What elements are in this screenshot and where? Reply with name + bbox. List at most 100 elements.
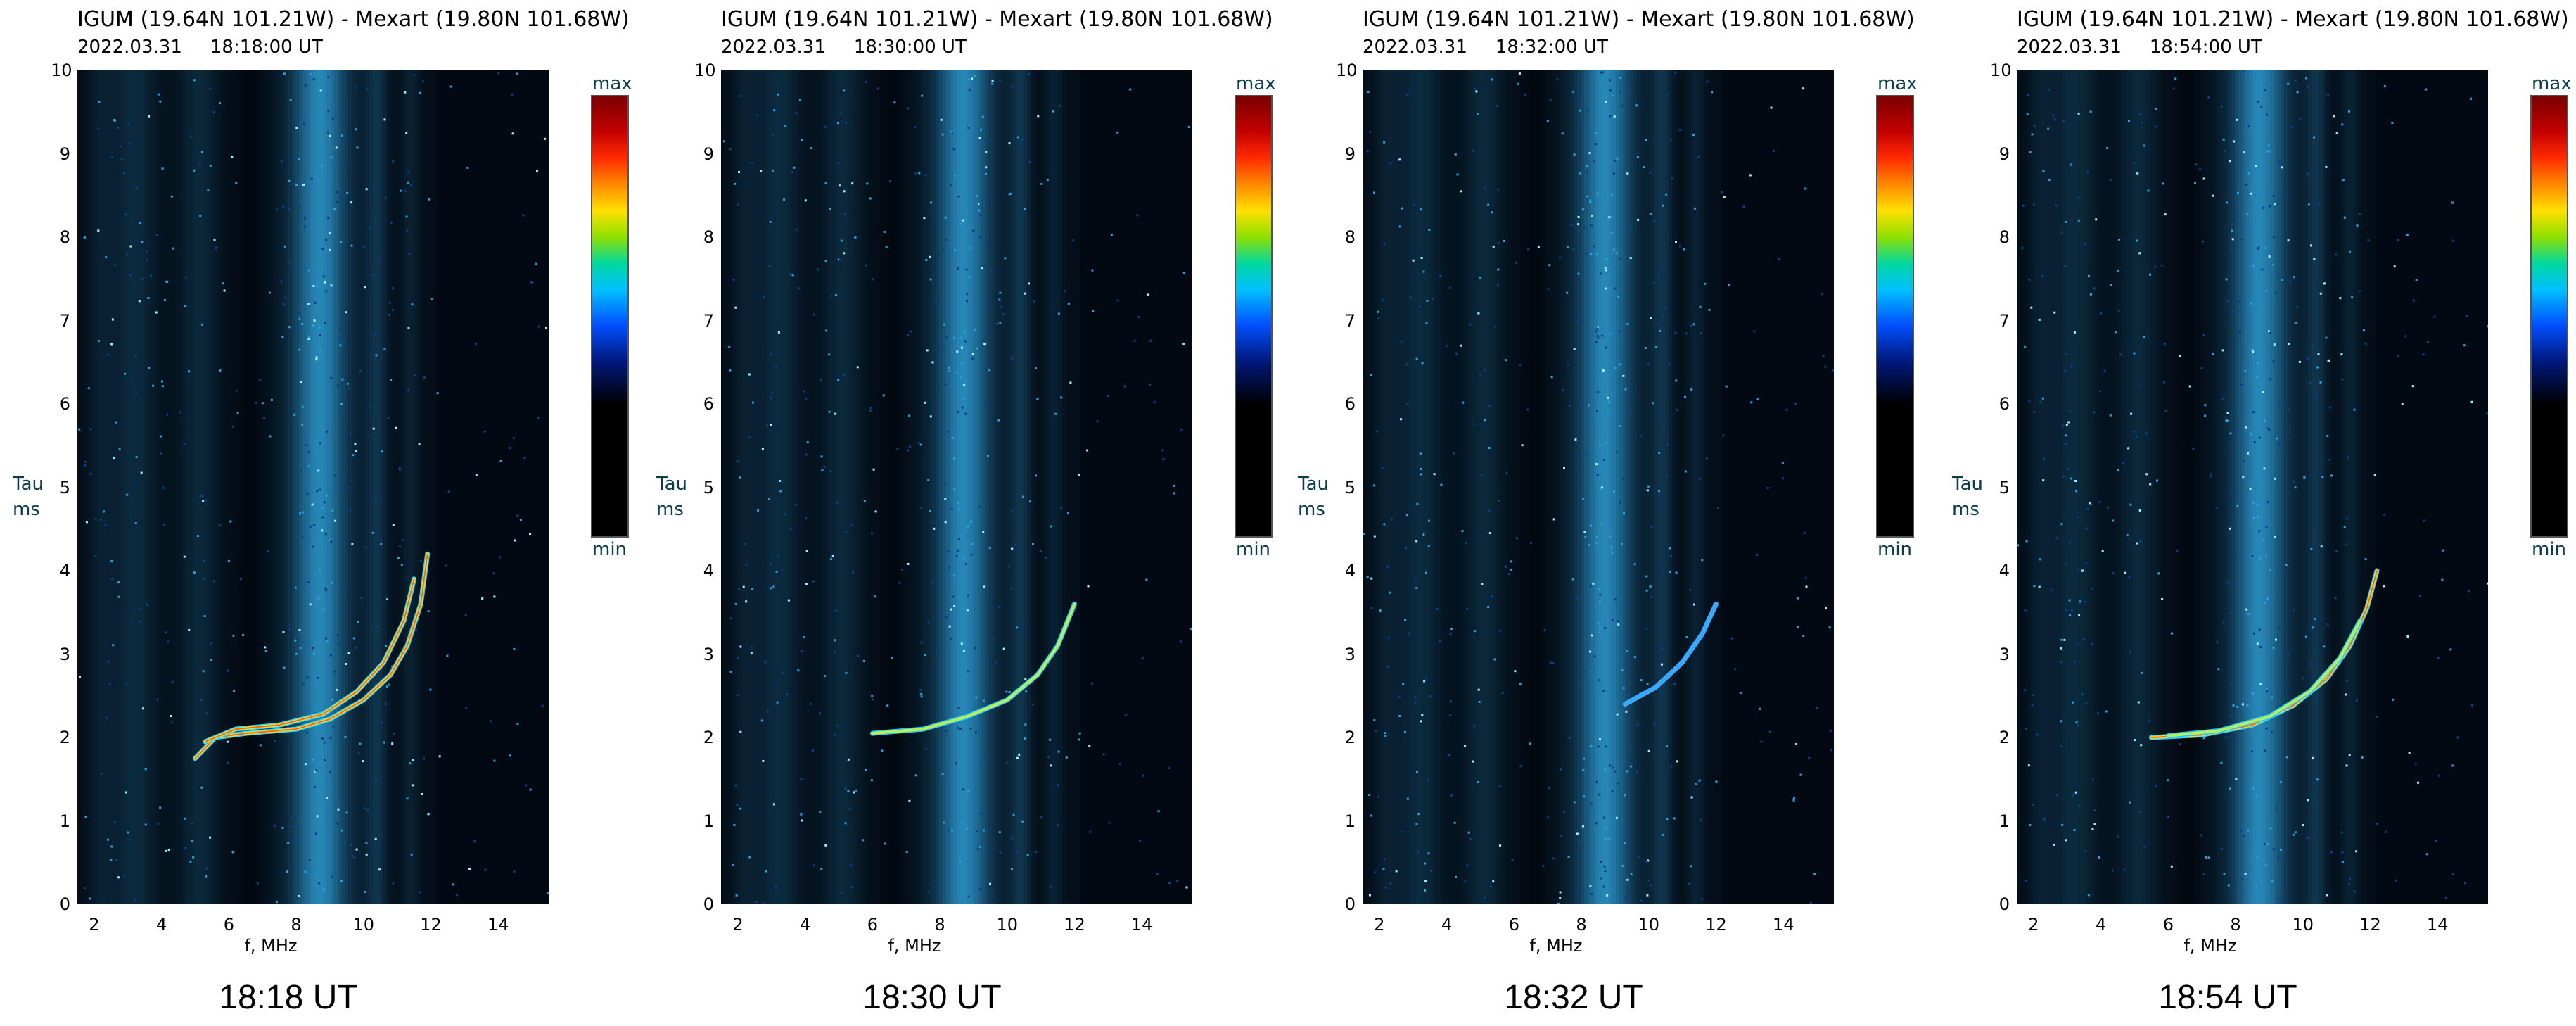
noise-column (805, 70, 809, 904)
noise-column (2376, 70, 2379, 904)
y-axis-label-line1: Tau (1298, 474, 1329, 495)
noise-speckle (784, 125, 787, 127)
noise-speckle (803, 390, 805, 393)
noise-speckle (1024, 208, 1026, 210)
noise-speckle (300, 469, 302, 472)
noise-speckle (1609, 535, 1612, 538)
noise-speckle (1600, 861, 1602, 863)
noise-speckle (1590, 634, 1593, 637)
noise-speckle (732, 279, 735, 281)
noise-speckle (1389, 882, 1392, 885)
noise-speckle (982, 829, 985, 832)
noise-speckle (2060, 661, 2062, 664)
noise-column (2460, 70, 2463, 904)
noise-column (1034, 70, 1038, 904)
noise-column (985, 70, 988, 904)
noise-speckle (1649, 585, 1652, 588)
noise-speckle (99, 519, 102, 521)
noise-speckle (199, 215, 202, 217)
noise-speckle (2065, 443, 2067, 445)
noise-speckle (1595, 132, 1598, 134)
noise-column (1556, 70, 1560, 904)
noise-column (281, 70, 285, 904)
y-axis-label: Tau ms (1952, 471, 1983, 522)
noise-speckle (1612, 172, 1615, 175)
noise-speckle (956, 411, 959, 414)
noise-column (1802, 70, 1806, 904)
noise-speckle (475, 343, 478, 346)
noise-speckle (1574, 101, 1577, 103)
noise-speckle (2423, 519, 2425, 522)
noise-column (770, 70, 774, 904)
noise-speckle (157, 93, 160, 96)
noise-speckle (2264, 749, 2266, 752)
noise-speckle (200, 151, 203, 153)
noise-speckle (340, 241, 343, 243)
noise-column (2242, 70, 2245, 904)
x-tick-label: 4 (2096, 915, 2107, 935)
noise-speckle (322, 608, 325, 611)
noise-speckle (110, 859, 113, 861)
noise-speckle (344, 736, 347, 738)
noise-speckle (1409, 296, 1412, 299)
noise-speckle (740, 95, 742, 97)
noise-speckle (1579, 259, 1582, 261)
noise-speckle (1448, 754, 1450, 756)
noise-speckle (2149, 483, 2152, 486)
noise-speckle (134, 355, 137, 357)
noise-speckle (111, 318, 114, 321)
noise-speckle (966, 300, 969, 303)
noise-speckle (782, 671, 784, 674)
noise-speckle (2345, 693, 2347, 696)
noise-speckle (128, 838, 131, 841)
noise-speckle (1573, 153, 1576, 156)
noise-speckle (1040, 182, 1043, 185)
noise-speckle (144, 823, 147, 826)
noise-speckle (830, 294, 833, 297)
noise-speckle (1804, 531, 1806, 534)
noise-speckle (1460, 344, 1462, 347)
noise-speckle (511, 93, 514, 96)
noise-column (995, 70, 999, 904)
noise-speckle (171, 680, 174, 683)
noise-speckle (728, 346, 731, 348)
noise-column (1083, 70, 1087, 904)
noise-speckle (349, 509, 352, 512)
noise-speckle (2042, 479, 2045, 482)
noise-speckle (1639, 435, 1642, 438)
noise-column (1443, 70, 1447, 904)
noise-speckle (1402, 683, 1405, 685)
noise-column (1080, 70, 1083, 904)
noise-speckle (1647, 749, 1650, 752)
noise-speckle (843, 213, 846, 215)
noise-column (1041, 70, 1045, 904)
noise-speckle (865, 264, 867, 267)
noise-speckle (958, 538, 960, 540)
noise-speckle (1572, 248, 1575, 251)
noise-speckle (2070, 365, 2073, 368)
noise-speckle (1037, 115, 1040, 118)
noise-speckle (2411, 385, 2414, 388)
noise-column (2337, 70, 2340, 904)
noise-speckle (1066, 512, 1069, 515)
noise-speckle (2310, 547, 2313, 550)
plot-area (2017, 70, 2488, 904)
noise-speckle (836, 122, 839, 125)
noise-speckle (122, 172, 125, 175)
noise-column (2112, 70, 2115, 904)
noise-column (471, 70, 475, 904)
noise-speckle (330, 284, 333, 287)
noise-speckle (737, 460, 739, 462)
noise-speckle (900, 569, 903, 571)
noise-speckle (1638, 855, 1640, 858)
noise-speckle (2200, 834, 2202, 837)
noise-speckle (2451, 764, 2454, 767)
noise-speckle (364, 286, 366, 289)
noise-speckle (1623, 897, 1626, 899)
noise-column (151, 70, 155, 904)
noise-speckle (89, 472, 92, 475)
noise-speckle (2084, 849, 2087, 852)
noise-speckle (2067, 421, 2070, 424)
heatmap-svg (77, 70, 549, 904)
noise-speckle (1804, 576, 1807, 579)
